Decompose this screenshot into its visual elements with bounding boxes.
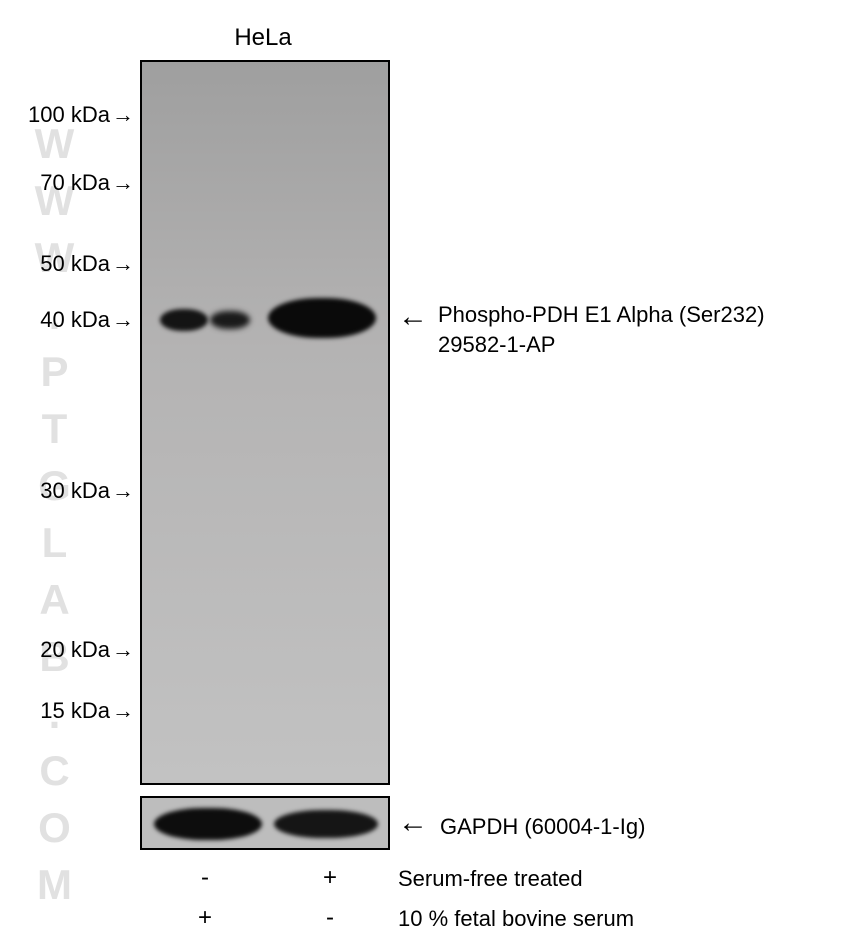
mw-marker-value: 50 kDa <box>40 251 110 276</box>
target-band-3 <box>268 298 376 338</box>
mw-marker-value: 100 kDa <box>28 102 110 127</box>
treatment-lane1-row1: - <box>190 864 220 892</box>
mw-marker-40: 40 kDa→ <box>0 307 134 333</box>
treatment-lane2-row1: + <box>315 864 345 892</box>
mw-marker-30: 30 kDa→ <box>0 478 134 504</box>
mw-marker-value: 20 kDa <box>40 637 110 662</box>
arrow-right-icon: → <box>112 478 134 504</box>
mw-marker-20: 20 kDa→ <box>0 637 134 663</box>
arrow-right-icon: → <box>112 307 134 333</box>
mw-marker-value: 70 kDa <box>40 170 110 195</box>
annotation-label-1: Phospho-PDH E1 Alpha (Ser232) 29582-1-AP <box>438 300 765 359</box>
mw-marker-value: 30 kDa <box>40 478 110 503</box>
target-band-2 <box>210 311 250 329</box>
mw-marker-value: 15 kDa <box>40 698 110 723</box>
watermark-text: WWW.PTGLAB.COM <box>30 120 78 918</box>
arrow-left-icon: ← <box>398 302 428 332</box>
treatment-lane2-row2: - <box>315 904 345 932</box>
main-blot-background <box>142 62 388 783</box>
sample-label-hela: HeLa <box>218 24 308 52</box>
treatment-lane1-row2: + <box>190 904 220 932</box>
gapdh-band-1 <box>154 808 262 840</box>
loading-control-membrane <box>140 796 390 850</box>
arrow-right-icon: → <box>112 698 134 724</box>
arrow-right-icon: → <box>112 637 134 663</box>
target-band-1 <box>160 309 208 331</box>
annotation-line: GAPDH (60004-1-Ig) <box>440 814 645 839</box>
arrow-left-icon: ← <box>398 808 428 838</box>
western-blot-figure: WWW.PTGLAB.COM HeLa 100 kDa→70 kDa→50 kD… <box>0 0 850 950</box>
annotation-line: 29582-1-AP <box>438 332 555 357</box>
annotation-line: Phospho-PDH E1 Alpha (Ser232) <box>438 302 765 327</box>
treatment-label-row1: Serum-free treated <box>398 866 583 892</box>
gapdh-band-2 <box>274 810 378 838</box>
annotation-label-2: GAPDH (60004-1-Ig) <box>440 812 645 842</box>
mw-marker-value: 40 kDa <box>40 307 110 332</box>
arrow-right-icon: → <box>112 251 134 277</box>
mw-marker-70: 70 kDa→ <box>0 170 134 196</box>
arrow-right-icon: → <box>112 102 134 128</box>
mw-marker-100: 100 kDa→ <box>0 102 134 128</box>
arrow-right-icon: → <box>112 170 134 196</box>
main-blot-membrane <box>140 60 390 785</box>
mw-marker-15: 15 kDa→ <box>0 698 134 724</box>
mw-marker-50: 50 kDa→ <box>0 251 134 277</box>
treatment-label-row2: 10 % fetal bovine serum <box>398 906 634 932</box>
